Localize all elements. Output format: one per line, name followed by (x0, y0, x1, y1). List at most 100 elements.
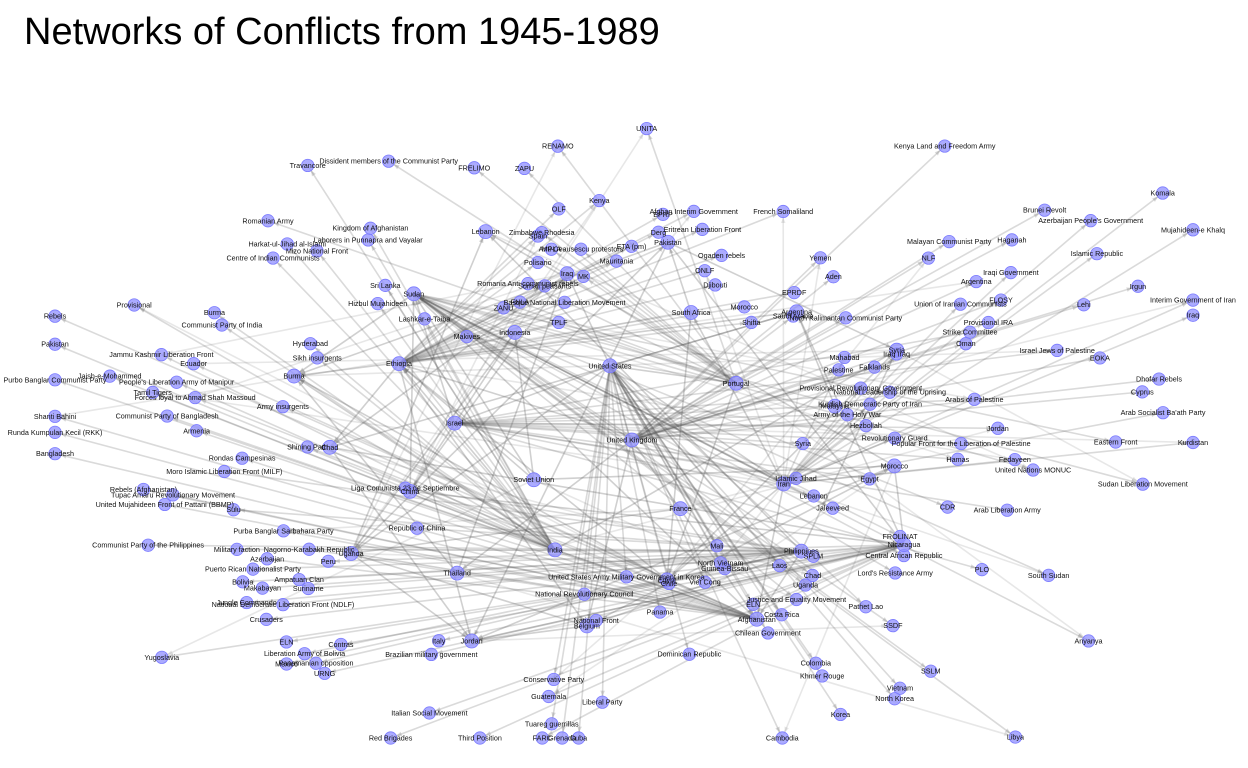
node-communist-party-of-the-philippines[interactable] (141, 538, 155, 552)
node-provisional-ira[interactable] (981, 315, 995, 330)
node-french-somaliland[interactable] (776, 204, 790, 219)
node-south-sudan[interactable] (1042, 568, 1056, 582)
node-basque-national-liberation-movement[interactable] (557, 295, 572, 309)
node-guatemala[interactable] (542, 689, 556, 704)
node-splm[interactable] (806, 549, 820, 563)
node-lebanon[interactable] (807, 489, 821, 503)
node-national-revolutionary-council[interactable] (577, 587, 591, 601)
node-brunei-revolt[interactable] (1038, 203, 1052, 217)
node-south-africa[interactable] (683, 305, 699, 320)
node-ogaden-rebels[interactable] (714, 248, 729, 262)
node-military-faction[interactable] (230, 542, 244, 556)
node-fedayeen[interactable] (1008, 453, 1022, 467)
node-syria[interactable] (889, 342, 905, 358)
node-provisional-revolutionary-government[interactable] (854, 381, 868, 395)
node-pathet-lao[interactable] (859, 600, 873, 614)
node-argentina[interactable] (789, 304, 804, 320)
node-harkat-ul-jihad-al-islami[interactable] (280, 237, 294, 251)
node-sslm[interactable] (924, 664, 938, 678)
node-national-leadership-of-the-uprising[interactable] (883, 385, 897, 399)
node-jaleeveed[interactable] (826, 501, 840, 515)
node-romania-anti-communist-rebels[interactable] (521, 277, 535, 291)
node-lebanon[interactable] (478, 224, 493, 239)
node-lehi[interactable] (1077, 298, 1091, 312)
node-lashkar-e-taiba[interactable] (417, 312, 432, 326)
node-north-korea[interactable] (888, 692, 902, 706)
node-dhofar-rebels[interactable] (1152, 372, 1166, 386)
node-zanu[interactable] (496, 301, 511, 315)
node-malaysia[interactable] (827, 398, 843, 414)
node-dominican-republic[interactable] (682, 647, 697, 661)
node-conservative-party[interactable] (547, 672, 561, 687)
node-vietnam[interactable] (893, 681, 907, 695)
node-italy[interactable] (432, 634, 446, 648)
node-eln[interactable] (746, 597, 760, 611)
node-nicaragua[interactable] (896, 537, 912, 553)
node-communist-party-of-bangladesh[interactable] (160, 409, 174, 423)
node-provisional[interactable] (127, 298, 141, 312)
node-iraqi-government[interactable] (1004, 266, 1018, 280)
node-arab-socialist-ba-ath-party[interactable] (1156, 406, 1170, 420)
node-eta-pm[interactable] (624, 239, 639, 253)
node-army-of-the-holy-war[interactable] (840, 408, 854, 422)
node-hamas[interactable] (951, 452, 965, 466)
node-ampatuan-clan[interactable] (292, 572, 306, 587)
node-runda-kumpulan-kecil-rkk[interactable] (48, 425, 62, 439)
node-tplf[interactable] (552, 315, 566, 329)
node-azerbaijan-people-s-government[interactable] (1084, 214, 1098, 228)
node-olf[interactable] (552, 202, 566, 216)
node-malayan-communist-party[interactable] (942, 234, 956, 249)
node-liberal-party[interactable] (595, 695, 609, 709)
node-ethiopia[interactable] (391, 356, 407, 372)
node-argentina[interactable] (969, 274, 983, 289)
node-jordan[interactable] (991, 421, 1005, 435)
node-afghan-interim-government[interactable] (687, 204, 701, 218)
node-azerbaijan[interactable] (260, 552, 274, 566)
node-rebels-afghanistan[interactable] (136, 482, 151, 497)
node-guinea-bissau[interactable] (718, 562, 732, 576)
node-sri-lanka[interactable] (378, 278, 392, 292)
node-urng[interactable] (318, 666, 332, 680)
node-red-brigades[interactable] (384, 731, 398, 745)
node-kingdom-of-afghanistan[interactable] (363, 221, 378, 235)
node-laos[interactable] (773, 559, 787, 573)
node-sulu[interactable] (226, 503, 241, 517)
node-makives[interactable] (460, 329, 474, 344)
node-north-kalimantan-communist-party[interactable] (839, 311, 853, 325)
node-pakistan[interactable] (660, 234, 676, 250)
node-national-democratic-liberation-front-ndlf[interactable] (276, 598, 290, 612)
node-hizbul-mujahideen[interactable] (371, 296, 385, 311)
node-falklands[interactable] (867, 360, 882, 374)
node-kenya[interactable] (592, 193, 606, 208)
node-zapu[interactable] (517, 161, 532, 176)
node-shanti-bahini[interactable] (48, 409, 62, 423)
node-farc[interactable] (535, 731, 549, 745)
node-djibouti[interactable] (708, 278, 722, 292)
node-united-states-army-military-government-in-korea[interactable] (619, 570, 634, 584)
node-liberation-army-of-bolivia[interactable] (297, 647, 312, 661)
node-italian-social-movement[interactable] (422, 706, 436, 720)
node-united-nations-monuc[interactable] (1026, 463, 1040, 477)
node-people-s-liberation-army-of-manipur[interactable] (170, 375, 184, 389)
node-ssdf[interactable] (886, 619, 900, 633)
node-derg[interactable] (651, 225, 666, 239)
node-cambodia[interactable] (775, 731, 789, 745)
node-purbo-banglar-communist-party[interactable] (48, 373, 62, 387)
node-united-kingdom[interactable] (624, 432, 640, 448)
node-grenada[interactable] (555, 731, 569, 745)
node-panama[interactable] (653, 605, 667, 619)
node-mizo-national-front[interactable] (310, 244, 324, 258)
node-travancore[interactable] (301, 158, 315, 173)
node-mujahideen-e-khalq[interactable] (1186, 223, 1200, 237)
node-purba-banglar-sarbahara-party[interactable] (276, 524, 291, 538)
node-uganda[interactable] (798, 578, 813, 592)
node-polisario[interactable] (531, 255, 545, 270)
node-panamanian-opposition[interactable] (309, 656, 323, 670)
node-somali-peasants[interactable] (538, 279, 552, 293)
node-mpla[interactable] (544, 242, 559, 256)
node-tupac-amaru-revolutionary-movement[interactable] (166, 488, 180, 502)
node-yugoslavia[interactable] (155, 650, 169, 664)
node-shifta[interactable] (744, 315, 758, 330)
node-lord-s-resistance-army[interactable] (888, 566, 902, 580)
node-revolutionary-guard[interactable] (888, 431, 902, 445)
